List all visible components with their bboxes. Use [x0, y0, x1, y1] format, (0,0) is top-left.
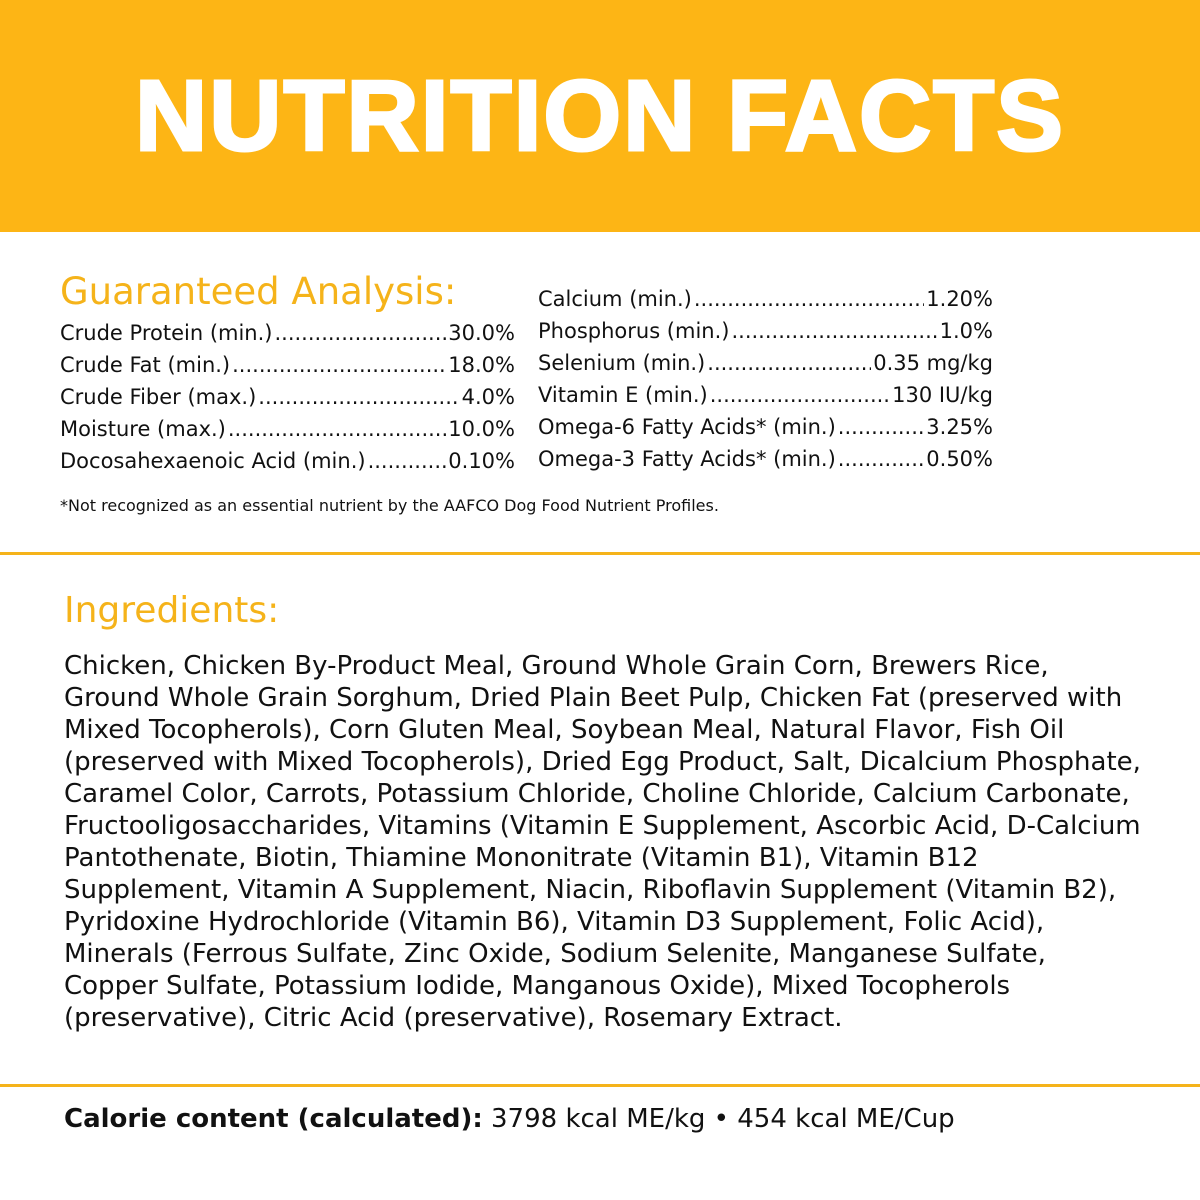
- ingredients-heading: Ingredients:: [64, 590, 280, 631]
- nutrient-value: 30.0%: [448, 321, 515, 345]
- nutrient-label: Omega-3 Fatty Acids* (min.): [538, 447, 836, 471]
- dot-leader: [838, 415, 924, 439]
- nutrient-value: 1.0%: [939, 319, 993, 343]
- dot-leader: [232, 353, 446, 377]
- analysis-row: Crude Fiber (max.) 4.0%: [60, 385, 515, 417]
- footnote: *Not recognized as an essential nutrient…: [60, 496, 719, 515]
- nutrient-value: 10.0%: [448, 417, 515, 441]
- title-banner: NUTRITION FACTS: [0, 0, 1200, 232]
- analysis-row: Docosahexaenoic Acid (min.) 0.10%: [60, 449, 515, 481]
- calorie-label: Calorie content (calculated):: [64, 1104, 483, 1134]
- analysis-row: Omega-6 Fatty Acids* (min.) 3.25%: [538, 415, 993, 447]
- calorie-value: 3798 kcal ME/kg • 454 kcal ME/Cup: [482, 1104, 955, 1134]
- nutrient-label: Calcium (min.): [538, 287, 692, 311]
- nutrient-value: 18.0%: [448, 353, 515, 377]
- nutrient-value: 0.10%: [448, 449, 515, 473]
- nutrient-value: 0.50%: [926, 447, 993, 471]
- nutrient-value: 130 IU/kg: [892, 383, 993, 407]
- nutrient-label: Moisture (max.): [60, 417, 226, 441]
- dot-leader: [731, 319, 937, 343]
- ingredients-text: Chicken, Chicken By-Product Meal, Ground…: [64, 651, 1141, 1033]
- analysis-row: Omega-3 Fatty Acids* (min.) 0.50%: [538, 447, 993, 479]
- calorie-content: Calorie content (calculated): 3798 kcal …: [64, 1104, 955, 1134]
- nutrient-label: Crude Protein (min.): [60, 321, 273, 345]
- analysis-row: Selenium (min.) 0.35 mg/kg: [538, 351, 993, 383]
- nutrient-label: Selenium (min.): [538, 351, 706, 375]
- divider: [0, 552, 1200, 555]
- analysis-row: Phosphorus (min.) 1.0%: [538, 319, 993, 351]
- nutrient-value: 4.0%: [461, 385, 515, 409]
- analysis-left-column: Crude Protein (min.) 30.0% Crude Fat (min.…: [60, 321, 515, 481]
- dot-leader: [707, 351, 871, 375]
- analysis-row: Crude Fat (min.) 18.0%: [60, 353, 515, 385]
- nutrient-value: 3.25%: [926, 415, 993, 439]
- page-title: NUTRITION FACTS: [134, 58, 1065, 173]
- analysis-row: Vitamin E (min.) 130 IU/kg: [538, 383, 993, 415]
- analysis-row: Crude Protein (min.) 30.0%: [60, 321, 515, 353]
- dot-leader: [694, 287, 924, 311]
- nutrient-label: Omega-6 Fatty Acids* (min.): [538, 415, 836, 439]
- guaranteed-analysis-heading: Guaranteed Analysis:: [60, 270, 457, 313]
- nutrient-label: Vitamin E (min.): [538, 383, 708, 407]
- dot-leader: [228, 417, 446, 441]
- dot-leader: [274, 321, 446, 345]
- analysis-row: Calcium (min.) 1.20%: [538, 287, 993, 319]
- divider: [0, 1084, 1200, 1087]
- analysis-row: Moisture (max.) 10.0%: [60, 417, 515, 449]
- dot-leader: [258, 385, 459, 409]
- nutrient-label: Docosahexaenoic Acid (min.): [60, 449, 366, 473]
- dot-leader: [838, 447, 924, 471]
- analysis-right-column: Calcium (min.) 1.20% Phosphorus (min.) 1.0%…: [538, 287, 993, 479]
- dot-leader: [710, 383, 890, 407]
- nutrient-value: 0.35 mg/kg: [873, 351, 993, 375]
- dot-leader: [368, 449, 447, 473]
- nutrient-label: Crude Fiber (max.): [60, 385, 257, 409]
- nutrient-label: Crude Fat (min.): [60, 353, 231, 377]
- nutrient-label: Phosphorus (min.): [538, 319, 730, 343]
- nutrient-value: 1.20%: [926, 287, 993, 311]
